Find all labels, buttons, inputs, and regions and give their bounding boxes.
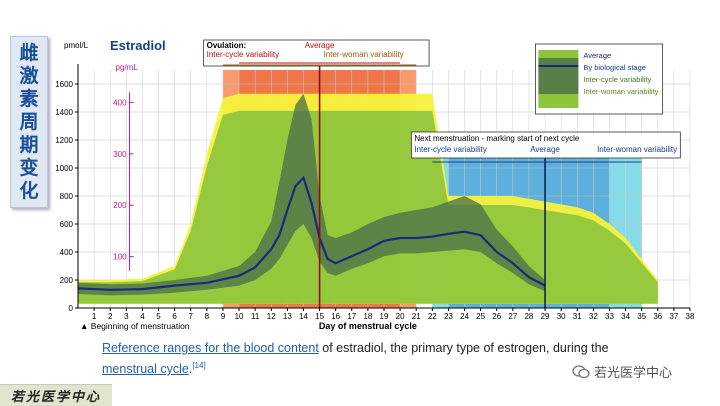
- x-tick-label-11: 12: [267, 312, 276, 321]
- side-title-char-4: 期: [19, 133, 39, 156]
- x-tick-label-37: 38: [686, 312, 695, 321]
- wechat-icon: [572, 364, 590, 378]
- legend-swatch-inter-cycle: [538, 58, 579, 94]
- x-tick-label-14: 15: [315, 312, 324, 321]
- average-line: [77, 175, 546, 291]
- ovulation-inter-woman-label: Inter-woman variability: [324, 50, 404, 59]
- legend-entry-0: Average: [583, 51, 611, 60]
- y-tick-label-6: 1200: [55, 136, 73, 145]
- side-title: 雌激素周期变化: [10, 36, 48, 208]
- x-tick-label-29: 30: [557, 312, 566, 321]
- x-tick-label-28: 29: [541, 312, 550, 321]
- side-title-char-6: 化: [19, 179, 39, 202]
- x-tick-label-2: 3: [124, 312, 129, 321]
- x-tick-label-5: 6: [172, 312, 177, 321]
- caption-link-reference-ranges[interactable]: Reference ranges for the blood content: [102, 341, 319, 355]
- ovulation-inter-cycle-label: Inter-cycle variability: [207, 50, 279, 59]
- x-tick-label-18: 19: [380, 312, 389, 321]
- x-tick-label-31: 32: [589, 312, 598, 321]
- y-tick-label-7: 1400: [55, 108, 73, 117]
- x-tick-label-27: 28: [524, 312, 533, 321]
- pg-tick-label-1: 200: [113, 201, 127, 210]
- caption-text-2: .: [188, 362, 193, 377]
- x-tick-label-23: 24: [460, 312, 469, 321]
- next-menstruation-inter-cycle-label: Inter-cycle variability: [414, 145, 486, 154]
- x-tick-label-36: 37: [669, 312, 678, 321]
- x-tick-label-1: 2: [108, 312, 113, 321]
- x-tick-label-13: 14: [299, 312, 308, 321]
- legend-entry-2: Inter-cycle variability: [583, 75, 651, 84]
- next-menstruation-average-label: Average: [530, 145, 560, 154]
- x-tick-label-22: 23: [444, 312, 453, 321]
- legend-entry-3: Inter-woman variability: [583, 87, 658, 96]
- y-tick-label-5: 1000: [55, 164, 73, 173]
- x-tick-label-35: 36: [653, 312, 662, 321]
- caption-reference[interactable]: [14]: [192, 361, 206, 370]
- pg-tick-label-0: 100: [113, 253, 127, 262]
- y-tick-label-2: 400: [60, 248, 74, 257]
- x-tick-label-21: 22: [428, 312, 437, 321]
- x-tick-label-17: 18: [363, 312, 372, 321]
- side-title-char-3: 周: [19, 110, 39, 133]
- y-tick-label-3: 600: [60, 220, 74, 229]
- x-tick-label-10: 11: [251, 312, 260, 321]
- chart-title: Estradiol: [110, 38, 166, 53]
- x-tick-label-8: 9: [221, 312, 226, 321]
- y-tick-label-4: 800: [60, 192, 74, 201]
- pg-unit-label: pg/mL: [116, 63, 139, 72]
- next-menstruation-inter-woman-label: Inter-woman variability: [597, 145, 677, 154]
- side-title-char-1: 激: [19, 64, 39, 87]
- next-menstruation-box: [410, 131, 681, 159]
- x-tick-label-6: 7: [189, 312, 194, 321]
- caption-link-menstrual-cycle[interactable]: menstrual cycle: [102, 362, 189, 377]
- x-tick-label-7: 8: [205, 312, 210, 321]
- wechat-watermark: 若光医学中心: [572, 362, 672, 381]
- y-tick-label-1: 200: [60, 276, 74, 285]
- x-tick-label-3: 4: [140, 312, 145, 321]
- x-tick-label-0: 1: [92, 312, 97, 321]
- x-start-label: ▲ Beginning of menstruation: [80, 321, 190, 331]
- estradiol-chart: 0 200 400 600 800 1000 1200 1400 1600 100 200 300 40…: [55, 38, 695, 331]
- x-tick-label-19: 20: [396, 312, 405, 321]
- pg-tick-label-2: 300: [113, 150, 127, 159]
- pg-tick-label-3: 400: [113, 98, 127, 107]
- x-tick-label-30: 31: [573, 312, 582, 321]
- figure-caption: Reference ranges for the blood content o…: [102, 340, 662, 378]
- y-tick-label-8: 1600: [55, 80, 73, 89]
- y-tick-label-0: 0: [69, 304, 74, 313]
- ovulation-title: Ovulation:: [207, 41, 247, 50]
- legend-entry-1: By biological stage: [583, 63, 646, 72]
- footer-logo: 若光医学中心: [0, 384, 112, 406]
- x-tick-label-34: 35: [637, 312, 646, 321]
- y-unit-label: pmol/L: [64, 41, 89, 50]
- x-tick-label-9: 10: [235, 312, 244, 321]
- ovulation-box: [203, 39, 430, 67]
- x-axis-label: Day of menstrual cycle: [319, 321, 417, 331]
- x-tick-label-26: 27: [508, 312, 517, 321]
- caption-text-1: of estradiol, the primary type of estrog…: [318, 341, 609, 355]
- x-tick-label-24: 25: [476, 312, 485, 321]
- next-menstruation-title: Next menstruation - marking start of nex…: [414, 134, 579, 143]
- x-tick-label-33: 34: [621, 312, 630, 321]
- inter-cycle-band: [78, 93, 546, 296]
- x-tick-label-16: 17: [347, 312, 356, 321]
- x-tick-label-20: 21: [412, 312, 421, 321]
- side-title-char-2: 素: [19, 87, 39, 110]
- x-tick-label-12: 13: [283, 312, 292, 321]
- watermark-text: 若光医学中心: [594, 366, 673, 381]
- x-tick-label-32: 33: [605, 312, 614, 321]
- side-title-char-5: 变: [19, 156, 39, 179]
- side-title-char-0: 雌: [19, 41, 39, 64]
- ovulation-average-label: Average: [305, 41, 335, 50]
- x-tick-label-15: 16: [331, 312, 340, 321]
- x-tick-label-4: 5: [156, 312, 161, 321]
- x-tick-label-25: 26: [492, 312, 501, 321]
